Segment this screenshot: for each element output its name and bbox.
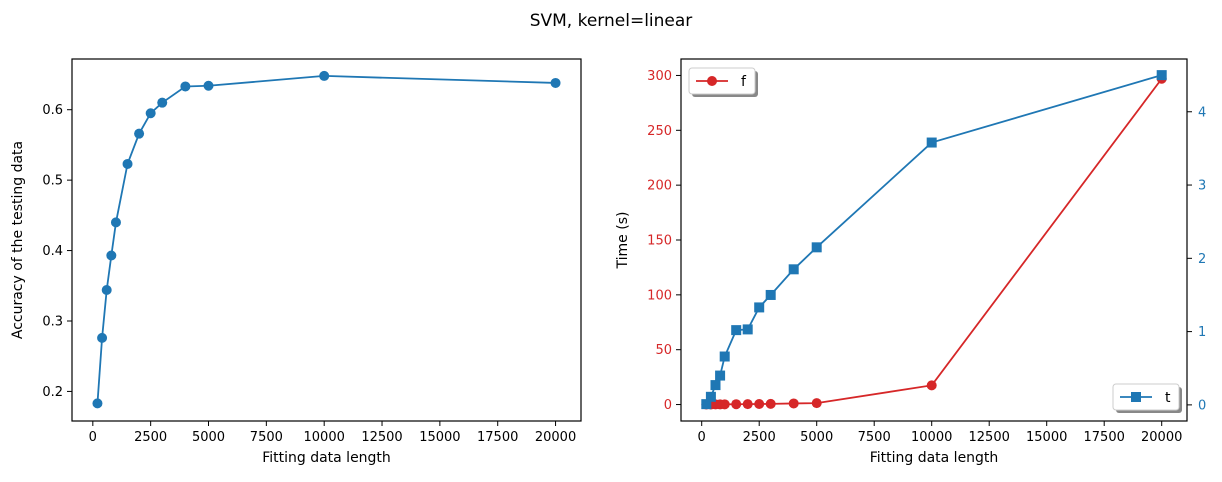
x-tick-label: 12500 (361, 430, 402, 445)
data-point (788, 264, 799, 275)
x-tick-label: 10000 (911, 430, 952, 445)
data-point (719, 351, 730, 362)
y-tick-label: 0.4 (42, 244, 63, 259)
legend-label: f (741, 74, 747, 90)
y-right-tick-label: 2 (1198, 252, 1206, 267)
data-point (788, 398, 799, 409)
figure-suptitle: SVM, kernel=linear (530, 11, 693, 31)
x-tick-label: 17500 (477, 430, 518, 445)
data-point (926, 380, 937, 391)
x-tick-label: 5000 (192, 430, 225, 445)
y-tick-label: 50 (655, 343, 672, 358)
series-line-f (706, 78, 1163, 406)
data-point (705, 391, 716, 402)
time-chart: 0 2500 5000 7500 10000 12500 15000 17500 2000005… (615, 58, 1206, 466)
legend-f: f (688, 67, 758, 97)
data-point (203, 80, 214, 91)
x-tick-label: 5000 (800, 430, 833, 445)
data-point (92, 398, 103, 409)
data-point (710, 380, 721, 391)
y-axis-label: Time (s) (615, 212, 631, 270)
data-point (550, 77, 561, 88)
data-point (134, 128, 145, 139)
legend-marker (707, 76, 717, 86)
data-point (731, 325, 742, 336)
x-tick-label: 12500 (969, 430, 1010, 445)
y-tick-label: 300 (647, 69, 672, 84)
series-line-accuracy (96, 75, 556, 404)
x-tick-label: 15000 (419, 430, 460, 445)
data-point (926, 137, 937, 148)
x-tick-label: 20000 (1141, 430, 1182, 445)
y-tick-label: 200 (647, 179, 672, 194)
y-tick-label: 150 (647, 234, 672, 249)
y-tick-label: 0.3 (42, 314, 63, 329)
legend-label: t (1165, 390, 1171, 406)
y-tick-label: 0 (664, 398, 672, 413)
data-point (319, 70, 330, 81)
x-tick-label: 7500 (858, 430, 891, 445)
y-tick-label: 100 (647, 288, 672, 303)
accuracy-chart: 0 2500 5000 7500 10000 12500 15000 17500 20000 0.… (10, 58, 582, 466)
data-point (157, 97, 168, 108)
plot-frame (680, 58, 1188, 422)
x-tick-label: 2500 (743, 430, 776, 445)
data-point (811, 398, 822, 409)
x-tick-label: 17500 (1084, 430, 1125, 445)
y-tick-label: 250 (647, 124, 672, 139)
data-point (754, 398, 765, 409)
y-tick-label: 0.5 (42, 174, 63, 189)
data-point (765, 289, 776, 300)
x-tick-label: 0 (89, 430, 97, 445)
data-point (742, 324, 753, 335)
y-right-tick-label: 0 (1198, 398, 1206, 413)
x-tick-label: 0 (698, 430, 706, 445)
data-point (719, 399, 730, 410)
data-point (731, 399, 742, 410)
legend-marker (1131, 392, 1141, 402)
series-line-t (705, 74, 1162, 405)
data-point (715, 370, 726, 381)
plot-frame (71, 58, 582, 422)
x-tick-label: 10000 (304, 430, 345, 445)
y-right-tick-label: 1 (1198, 325, 1206, 340)
y-right-tick-label: 4 (1198, 105, 1206, 120)
y-tick-label: 0.6 (42, 103, 63, 118)
data-point (701, 399, 712, 410)
data-point (97, 332, 108, 343)
x-tick-label: 15000 (1026, 430, 1067, 445)
data-point (742, 399, 753, 410)
x-axis-label: Fitting data length (870, 450, 999, 466)
data-point (110, 217, 121, 228)
y-axis-label: Accuracy of the testing data (10, 141, 26, 339)
legend-t: t (1112, 383, 1182, 413)
data-point (106, 250, 117, 261)
data-point (180, 81, 191, 92)
x-tick-label: 7500 (250, 430, 283, 445)
data-point (1156, 70, 1167, 81)
data-point (754, 302, 765, 313)
data-point (101, 285, 112, 296)
data-point (145, 108, 156, 119)
x-tick-label: 2500 (134, 430, 167, 445)
x-axis-label: Fitting data length (262, 450, 391, 466)
y-right-tick-label: 3 (1198, 179, 1206, 194)
data-point (811, 242, 822, 253)
data-point (765, 398, 776, 409)
x-tick-label: 20000 (535, 430, 576, 445)
data-point (122, 158, 133, 169)
y-tick-label: 0.2 (42, 385, 63, 400)
